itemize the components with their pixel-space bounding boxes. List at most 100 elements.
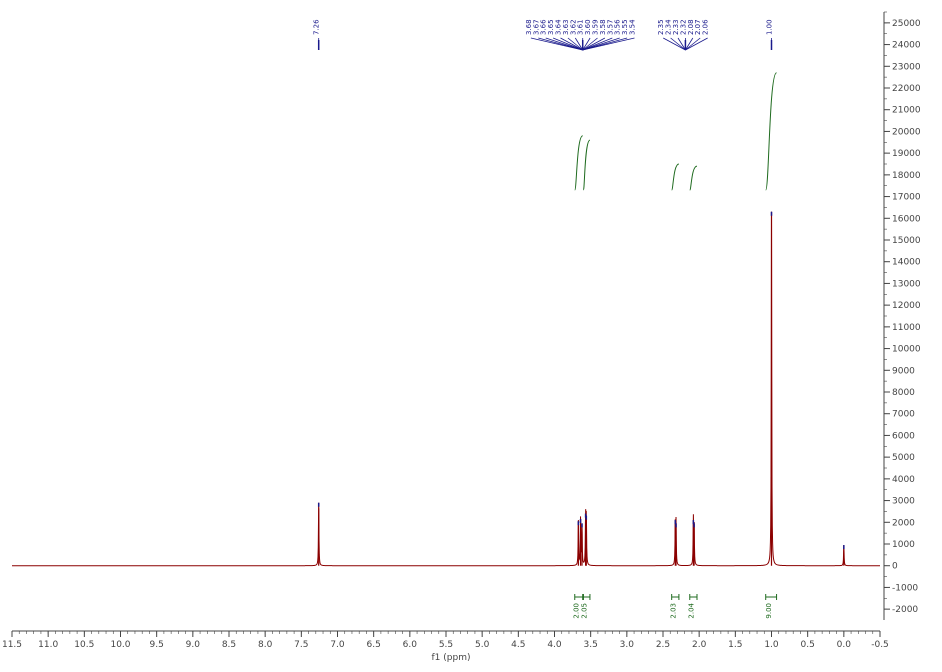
x-tick-label: 0.5 [801,640,815,650]
integral-label: 2.03 [669,603,677,619]
y-tick-label: 14000 [892,258,921,268]
peak-label-connector [582,37,598,51]
peak-label-connector [685,37,701,51]
y-tick-label: 22000 [892,84,921,94]
x-axis-title: f1 (ppm) [432,653,471,663]
y-tick-label: 11000 [892,323,921,333]
integral-label: 2.00 [573,603,581,619]
x-tick-label: 3.0 [620,640,635,650]
x-tick-label: 1.0 [764,640,779,650]
x-tick-label: 2.0 [692,640,707,650]
x-tick-label: 8.5 [222,640,236,650]
peak-label: 3.58 [599,19,607,35]
peak-label-connector [677,37,686,51]
peak-label: 2.33 [672,19,680,35]
x-tick-label: 7.5 [294,640,308,650]
y-tick-label: 15000 [892,236,921,246]
y-tick-label: 0 [892,562,898,572]
y-tick-label: -1000 [892,583,918,593]
integral-layer: 2.00 2.05 2.03 2.04 9.00 [573,72,778,619]
y-tick-label: 25000 [892,19,921,29]
peak-label: 3.56 [614,19,622,35]
peak-label-connector [582,37,591,51]
integral-curve [574,135,584,191]
y-tick-label: 8000 [892,388,915,398]
peak-label-connector [545,37,583,51]
peak-label-connector [663,37,686,51]
peak-label: 3.63 [562,19,570,35]
y-tick-label: 18000 [892,171,921,181]
peak-label: 3.62 [569,19,577,35]
y-tick-label: 3000 [892,497,915,507]
x-tick-label: 0.0 [837,640,852,650]
y-tick-label: 24000 [892,41,921,51]
x-tick-label: 7.0 [330,640,345,650]
peak-label: 3.54 [629,19,637,35]
x-tick-label: 10.0 [110,640,130,650]
x-tick-label: 4.5 [511,640,525,650]
y-tick-label: 7000 [892,410,915,420]
integral-label: 2.05 [581,603,589,619]
y-tick-label: 23000 [892,62,921,72]
x-tick-label: 4.0 [547,640,562,650]
peak-label: 2.32 [679,19,687,35]
peak-label: 3.64 [555,19,563,35]
peak-label-connector [582,37,606,51]
y-tick-label: 19000 [892,149,921,159]
y-tick-label: 17000 [892,193,921,203]
x-tick-label: 6.5 [367,640,381,650]
peak-label: 1.00 [766,19,774,35]
peak-label: 3.68 [525,19,533,35]
x-tick-label: 9.0 [186,640,201,650]
peak-label: 2.35 [657,19,665,35]
y-tick-label: -2000 [892,605,918,615]
x-tick-label: 3.5 [584,640,598,650]
peak-label: 3.61 [577,19,585,35]
peak-label: 7.26 [313,19,321,35]
peak-label-connector [670,37,686,51]
x-tick-label: 5.0 [475,640,490,650]
y-tick-label: 2000 [892,518,915,528]
integral-label: 2.04 [687,602,695,618]
spectrum-trace [12,211,880,567]
peak-label-connector [552,37,583,51]
peak-label: 3.66 [540,19,548,35]
peak-label: 2.06 [702,19,710,35]
y-tick-label: 12000 [892,301,921,311]
integral-curve [582,139,591,191]
y-tick-label: 20000 [892,127,921,137]
y-tick-label: 4000 [892,475,915,485]
y-tick-label: 1000 [892,540,915,550]
y-tick-label: 16000 [892,214,921,224]
peak-label: 3.57 [606,19,614,35]
peak-label-connector [582,37,635,51]
peak-label: 2.34 [665,19,673,35]
peak-label-connector [574,37,584,51]
peak-label: 2.07 [694,19,702,35]
x-tick-label: 8.0 [258,640,273,650]
integral-label: 9.00 [765,603,773,619]
peak-label-connector [685,37,694,51]
x-axis: 11.5 11.0 10.5 10.0 9.5 9.0 8.5 8.0 7.5 7.0 6.5 6.0… [2,630,889,650]
y-tick-label: 9000 [892,366,915,376]
y-tick-label: 21000 [892,106,921,116]
x-tick-label: 9.5 [150,640,164,650]
x-tick-label: 11.0 [38,640,58,650]
x-tick-label: 10.5 [74,640,94,650]
x-tick-label: 11.5 [2,640,22,650]
peak-label: 2.08 [687,19,695,35]
peak-label-connector [567,37,583,51]
integral-curve [765,72,778,191]
peak-label: 3.60 [584,19,592,35]
integral-curve [689,165,698,191]
peak-label: 3.59 [592,19,600,35]
y-tick-label: 10000 [892,345,921,355]
y-tick-label: 5000 [892,453,915,463]
x-tick-label: 5.5 [439,640,453,650]
peak-label-layer: 7.26 3.68 3.67 3.66 3.65 3.64 3.63 3.62 3.61 3.60… [313,19,774,51]
y-tick-label: 6000 [892,431,915,441]
peak-label: 3.55 [621,19,629,35]
spectrum-layer [12,211,880,567]
x-tick-label: 2.5 [656,640,670,650]
